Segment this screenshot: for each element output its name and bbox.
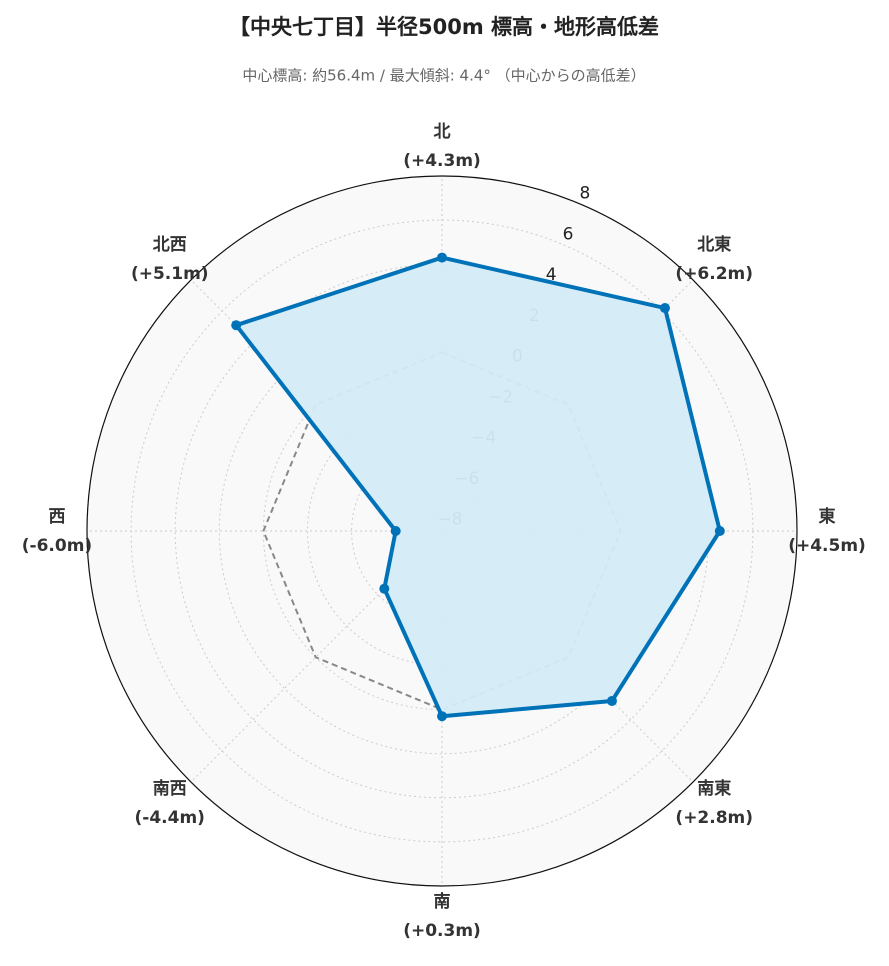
value-label: (-6.0m) xyxy=(22,536,92,556)
category-label: 東 xyxy=(819,506,836,527)
chart-title: 【中央七丁目】半径500m 標高・地形高低差 xyxy=(229,15,659,39)
category-label: 南 xyxy=(434,891,451,912)
grid-circle xyxy=(130,219,754,843)
outer-ring xyxy=(86,175,798,887)
category-label: 北東 xyxy=(697,234,731,255)
value-label: (+0.3m) xyxy=(403,921,481,941)
category-label: 西 xyxy=(49,507,66,527)
r-tick-label: 4 xyxy=(546,265,557,285)
value-label: (+6.2m) xyxy=(675,264,753,284)
value-label: (+2.8m) xyxy=(675,808,753,828)
data-point xyxy=(437,252,447,263)
data-point xyxy=(659,303,670,314)
data-point xyxy=(231,320,242,331)
spoke xyxy=(441,530,694,783)
category-label: 北 xyxy=(434,122,451,142)
r-tick-label: 8 xyxy=(580,184,591,204)
chart-subtitle: 中心標高: 約56.4m / 最大傾斜: 4.4° （中心からの高低差） xyxy=(242,67,645,85)
category-label: 北西 xyxy=(153,235,187,255)
value-label: (+4.5m) xyxy=(788,536,866,556)
spoke xyxy=(190,530,443,783)
data-point xyxy=(606,695,617,706)
value-label: (+4.3m) xyxy=(403,151,481,171)
category-label: 南東 xyxy=(697,778,731,799)
value-label: (-4.4m) xyxy=(135,808,205,828)
data-point xyxy=(379,583,390,594)
data-point xyxy=(437,711,447,722)
data-point xyxy=(390,526,401,536)
value-label: (+5.1m) xyxy=(131,264,209,284)
category-label: 南西 xyxy=(153,778,187,799)
r-tick-label: 6 xyxy=(563,224,574,244)
data-point xyxy=(714,526,725,536)
